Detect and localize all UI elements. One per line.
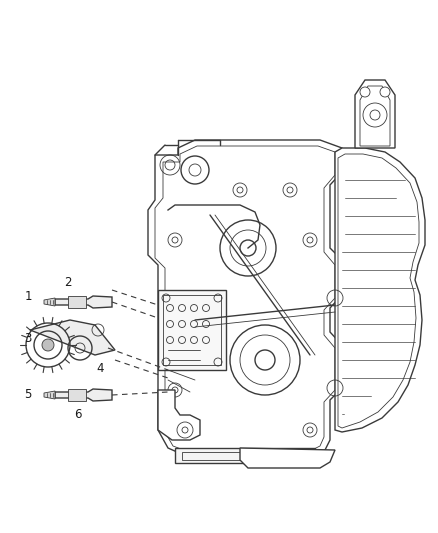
Circle shape: [380, 87, 390, 97]
Text: 1: 1: [24, 289, 32, 303]
Circle shape: [307, 237, 313, 243]
Text: 4: 4: [96, 361, 104, 375]
Polygon shape: [240, 448, 335, 468]
Polygon shape: [158, 390, 200, 440]
Circle shape: [307, 427, 313, 433]
Text: 6: 6: [74, 408, 82, 422]
Circle shape: [287, 187, 293, 193]
Bar: [158, 290, 226, 370]
Circle shape: [172, 387, 178, 393]
Bar: [68, 389, 86, 401]
Text: 5: 5: [25, 387, 32, 400]
Bar: [68, 296, 86, 308]
Bar: [182, 452, 308, 460]
Polygon shape: [335, 148, 425, 432]
Polygon shape: [30, 320, 115, 355]
Polygon shape: [44, 391, 55, 399]
Text: 3: 3: [25, 332, 32, 344]
Circle shape: [172, 237, 178, 243]
Polygon shape: [44, 298, 55, 306]
Circle shape: [182, 427, 188, 433]
Bar: [175, 448, 315, 463]
Polygon shape: [55, 296, 112, 308]
Circle shape: [360, 87, 370, 97]
Text: 2: 2: [64, 277, 72, 289]
Circle shape: [237, 187, 243, 193]
Polygon shape: [148, 140, 342, 463]
Circle shape: [42, 339, 54, 351]
Polygon shape: [55, 389, 112, 401]
Polygon shape: [355, 80, 395, 148]
Bar: [163, 295, 221, 365]
